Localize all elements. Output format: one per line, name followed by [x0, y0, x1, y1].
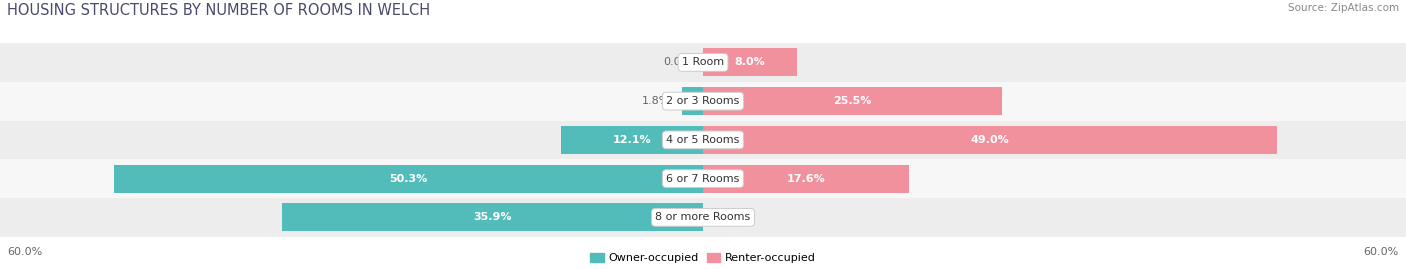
- Legend: Owner-occupied, Renter-occupied: Owner-occupied, Renter-occupied: [591, 253, 815, 263]
- Text: 12.1%: 12.1%: [613, 135, 651, 145]
- Bar: [114, 165, 703, 193]
- Bar: [703, 48, 797, 76]
- Bar: [0, 198, 1406, 237]
- Bar: [703, 165, 910, 193]
- Bar: [0, 159, 1406, 198]
- Bar: [703, 87, 1001, 115]
- Text: 49.0%: 49.0%: [970, 135, 1010, 145]
- Text: 8.0%: 8.0%: [734, 57, 765, 68]
- Text: 35.9%: 35.9%: [474, 212, 512, 222]
- Text: 0.0%: 0.0%: [714, 212, 742, 222]
- Text: 1 Room: 1 Room: [682, 57, 724, 68]
- Text: 2 or 3 Rooms: 2 or 3 Rooms: [666, 96, 740, 106]
- Bar: [0, 82, 1406, 121]
- Text: 8 or more Rooms: 8 or more Rooms: [655, 212, 751, 222]
- Bar: [561, 126, 703, 154]
- Bar: [0, 121, 1406, 159]
- Text: 60.0%: 60.0%: [7, 247, 42, 257]
- Text: 25.5%: 25.5%: [834, 96, 872, 106]
- Text: 17.6%: 17.6%: [787, 174, 825, 184]
- Text: Source: ZipAtlas.com: Source: ZipAtlas.com: [1288, 3, 1399, 13]
- Text: 6 or 7 Rooms: 6 or 7 Rooms: [666, 174, 740, 184]
- Text: HOUSING STRUCTURES BY NUMBER OF ROOMS IN WELCH: HOUSING STRUCTURES BY NUMBER OF ROOMS IN…: [7, 3, 430, 18]
- Text: 4 or 5 Rooms: 4 or 5 Rooms: [666, 135, 740, 145]
- Text: 60.0%: 60.0%: [1364, 247, 1399, 257]
- Text: 0.0%: 0.0%: [664, 57, 692, 68]
- Bar: [283, 203, 703, 231]
- Bar: [703, 126, 1277, 154]
- Text: 50.3%: 50.3%: [389, 174, 427, 184]
- Text: 1.8%: 1.8%: [641, 96, 671, 106]
- Bar: [0, 43, 1406, 82]
- Bar: [682, 87, 703, 115]
